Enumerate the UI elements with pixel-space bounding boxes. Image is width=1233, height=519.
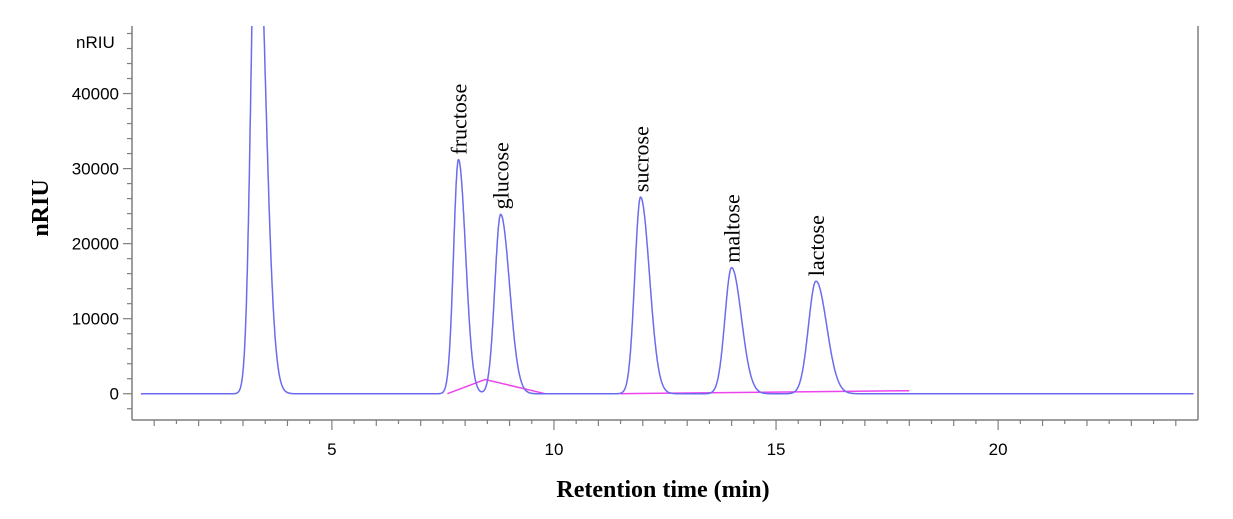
integration-baseline <box>447 378 546 395</box>
y-tick-label: 20000 <box>72 235 119 254</box>
x-tick-label: 5 <box>327 440 336 459</box>
peak-label-fructose: fructose <box>447 84 472 155</box>
signal-trace <box>140 26 1194 395</box>
x-tick-label: 20 <box>989 440 1008 459</box>
y-axis-title: nRIU <box>28 179 54 236</box>
x-tick-label: 10 <box>544 440 563 459</box>
x-tick-label: 15 <box>767 440 786 459</box>
peak-label-maltose: maltose <box>720 194 745 262</box>
y-tick-label: 10000 <box>72 310 119 329</box>
y-tick-label: 0 <box>110 385 119 404</box>
y-tick-label: 40000 <box>72 85 119 104</box>
peak-label-lactose: lactose <box>804 215 829 276</box>
peak-label-sucrose: sucrose <box>629 126 654 192</box>
y-unit-label: nRIU <box>76 33 115 52</box>
x-axis-title: Retention time (min) <box>556 477 769 503</box>
peak-labels: fructose glucose sucrose maltose lactose <box>447 84 830 276</box>
y-tick-label: 30000 <box>72 160 119 179</box>
plot-frame <box>131 26 1199 421</box>
series-layer <box>140 26 1194 395</box>
peak-label-glucose: glucose <box>489 142 514 209</box>
axis-ticks: 0 10000 20000 30000 40000 5 10 15 20 <box>72 32 1177 459</box>
